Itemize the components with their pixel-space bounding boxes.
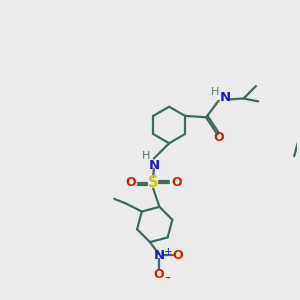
Text: H: H xyxy=(141,151,150,160)
Text: N: N xyxy=(148,158,159,172)
Text: O: O xyxy=(171,176,181,189)
Text: O: O xyxy=(172,249,183,262)
Text: H: H xyxy=(211,87,219,97)
Text: O: O xyxy=(154,268,164,281)
Text: S: S xyxy=(148,175,158,190)
Text: +: + xyxy=(164,247,172,257)
Text: N: N xyxy=(153,249,164,262)
Text: O: O xyxy=(125,176,136,189)
Text: O: O xyxy=(213,131,224,144)
Text: N: N xyxy=(219,92,231,104)
Text: -: - xyxy=(164,269,170,284)
